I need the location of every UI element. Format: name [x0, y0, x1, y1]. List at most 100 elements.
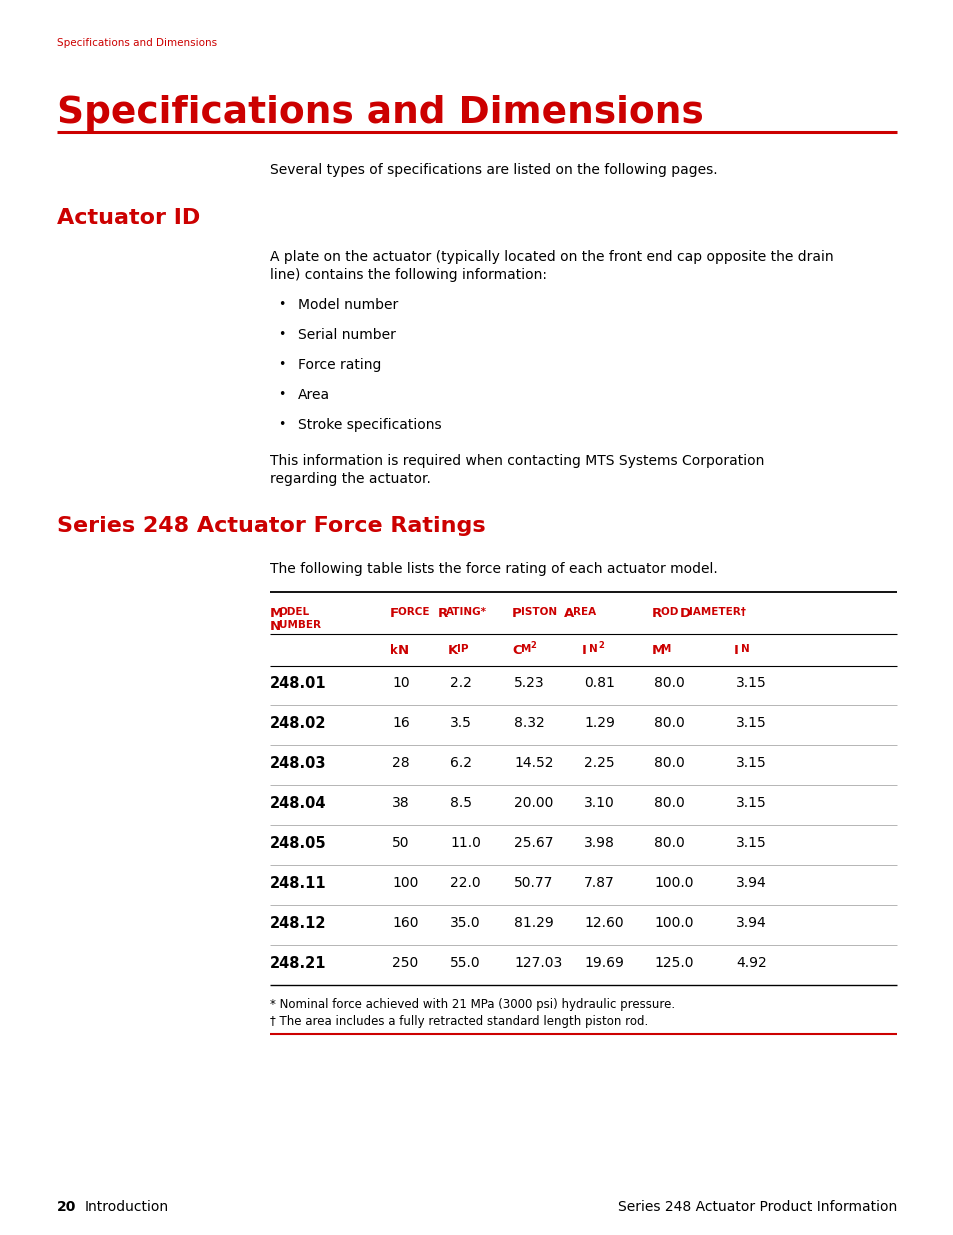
- Text: 248.11: 248.11: [270, 876, 326, 890]
- Text: 3.15: 3.15: [735, 716, 766, 730]
- Text: 8.32: 8.32: [514, 716, 544, 730]
- Text: 11.0: 11.0: [450, 836, 480, 850]
- Text: 6.2: 6.2: [450, 756, 472, 769]
- Text: † The area includes a fully retracted standard length piston rod.: † The area includes a fully retracted st…: [270, 1015, 648, 1028]
- Text: M: M: [660, 643, 671, 655]
- Text: 35.0: 35.0: [450, 916, 480, 930]
- Text: Series 248 Actuator Force Ratings: Series 248 Actuator Force Ratings: [57, 516, 485, 536]
- Text: 3.98: 3.98: [583, 836, 615, 850]
- Text: 3.5: 3.5: [450, 716, 472, 730]
- Text: N: N: [588, 643, 598, 655]
- Text: Serial number: Serial number: [297, 329, 395, 342]
- Text: 3.94: 3.94: [735, 916, 766, 930]
- Text: Actuator ID: Actuator ID: [57, 207, 200, 228]
- Text: 248.01: 248.01: [270, 676, 326, 692]
- Text: 10: 10: [392, 676, 409, 690]
- Text: Introduction: Introduction: [85, 1200, 169, 1214]
- Text: 80.0: 80.0: [654, 676, 684, 690]
- Text: A: A: [563, 606, 574, 620]
- Text: 80.0: 80.0: [654, 756, 684, 769]
- Text: 248.12: 248.12: [270, 916, 326, 931]
- Text: 160: 160: [392, 916, 418, 930]
- Text: 100.0: 100.0: [654, 876, 693, 890]
- Text: 248.21: 248.21: [270, 956, 326, 971]
- Text: 80.0: 80.0: [654, 797, 684, 810]
- Text: R: R: [437, 606, 448, 620]
- Text: 2.25: 2.25: [583, 756, 614, 769]
- Text: 2: 2: [530, 641, 536, 650]
- Text: 50.77: 50.77: [514, 876, 553, 890]
- Text: •: •: [277, 417, 285, 431]
- Text: I: I: [733, 643, 739, 657]
- Text: •: •: [277, 298, 285, 311]
- Text: 38: 38: [392, 797, 409, 810]
- Text: 14.52: 14.52: [514, 756, 553, 769]
- Text: This information is required when contacting MTS Systems Corporation: This information is required when contac…: [270, 454, 763, 468]
- Text: 55.0: 55.0: [450, 956, 480, 969]
- Text: 19.69: 19.69: [583, 956, 623, 969]
- Text: P: P: [512, 606, 521, 620]
- Text: 80.0: 80.0: [654, 716, 684, 730]
- Text: R: R: [651, 606, 661, 620]
- Text: 2.2: 2.2: [450, 676, 472, 690]
- Text: 28: 28: [392, 756, 409, 769]
- Text: 8.5: 8.5: [450, 797, 472, 810]
- Text: 1.29: 1.29: [583, 716, 615, 730]
- Text: regarding the actuator.: regarding the actuator.: [270, 472, 431, 487]
- Text: Model number: Model number: [297, 298, 397, 312]
- Text: OD: OD: [660, 606, 681, 618]
- Text: M: M: [520, 643, 531, 655]
- Text: 4.92: 4.92: [735, 956, 766, 969]
- Text: ODEL: ODEL: [278, 606, 310, 618]
- Text: 5.23: 5.23: [514, 676, 544, 690]
- Text: •: •: [277, 358, 285, 370]
- Text: 248.02: 248.02: [270, 716, 326, 731]
- Text: •: •: [277, 388, 285, 401]
- Text: 20.00: 20.00: [514, 797, 553, 810]
- Text: 16: 16: [392, 716, 410, 730]
- Text: A plate on the actuator (typically located on the front end cap opposite the dra: A plate on the actuator (typically locat…: [270, 249, 833, 264]
- Text: N: N: [270, 620, 281, 634]
- Text: Area: Area: [297, 388, 330, 403]
- Text: N: N: [397, 643, 409, 657]
- Text: ISTON: ISTON: [520, 606, 560, 618]
- Text: Several types of specifications are listed on the following pages.: Several types of specifications are list…: [270, 163, 717, 177]
- Text: 20: 20: [57, 1200, 76, 1214]
- Text: 0.81: 0.81: [583, 676, 615, 690]
- Text: 12.60: 12.60: [583, 916, 623, 930]
- Text: line) contains the following information:: line) contains the following information…: [270, 268, 546, 282]
- Text: N: N: [740, 643, 749, 655]
- Text: IP: IP: [456, 643, 468, 655]
- Text: Specifications and Dimensions: Specifications and Dimensions: [57, 95, 703, 131]
- Text: M: M: [270, 606, 283, 620]
- Text: Force rating: Force rating: [297, 358, 381, 372]
- Text: 250: 250: [392, 956, 417, 969]
- Text: 100: 100: [392, 876, 418, 890]
- Text: UMBER: UMBER: [278, 620, 320, 630]
- Text: k: k: [390, 643, 397, 657]
- Text: I: I: [581, 643, 586, 657]
- Text: 3.15: 3.15: [735, 676, 766, 690]
- Text: The following table lists the force rating of each actuator model.: The following table lists the force rati…: [270, 562, 717, 576]
- Text: 3.10: 3.10: [583, 797, 614, 810]
- Text: •: •: [277, 329, 285, 341]
- Text: * Nominal force achieved with 21 MPa (3000 psi) hydraulic pressure.: * Nominal force achieved with 21 MPa (30…: [270, 998, 675, 1011]
- Text: 22.0: 22.0: [450, 876, 480, 890]
- Text: 248.05: 248.05: [270, 836, 326, 851]
- Text: 248.04: 248.04: [270, 797, 326, 811]
- Text: Stroke specifications: Stroke specifications: [297, 417, 441, 432]
- Text: 7.87: 7.87: [583, 876, 614, 890]
- Text: Series 248 Actuator Product Information: Series 248 Actuator Product Information: [618, 1200, 896, 1214]
- Text: 3.15: 3.15: [735, 836, 766, 850]
- Text: 100.0: 100.0: [654, 916, 693, 930]
- Text: 2: 2: [598, 641, 603, 650]
- Text: 3.94: 3.94: [735, 876, 766, 890]
- Text: 81.29: 81.29: [514, 916, 553, 930]
- Text: K: K: [448, 643, 457, 657]
- Text: M: M: [651, 643, 664, 657]
- Text: 248.03: 248.03: [270, 756, 326, 771]
- Text: Specifications and Dimensions: Specifications and Dimensions: [57, 38, 217, 48]
- Text: ORCE: ORCE: [397, 606, 433, 618]
- Text: 3.15: 3.15: [735, 797, 766, 810]
- Text: 25.67: 25.67: [514, 836, 553, 850]
